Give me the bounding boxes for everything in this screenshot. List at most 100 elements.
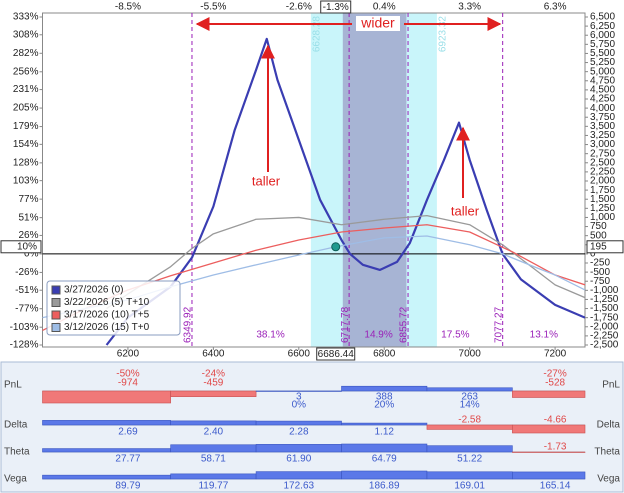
- greek-value: 58.71: [201, 454, 226, 465]
- row-label: PnL: [4, 380, 22, 391]
- greek-bar: [341, 422, 428, 426]
- greek-value: 61.90: [286, 454, 311, 465]
- greek-value: 89.79: [115, 481, 140, 492]
- y2-tick-label: 103%: [13, 175, 39, 186]
- x-tick-label: 6200: [117, 349, 140, 360]
- y-tick-label: 5,500: [590, 48, 615, 59]
- greek-value: -528: [545, 378, 565, 389]
- y-tick-label: 2,250: [590, 167, 615, 178]
- legend-swatch: [51, 298, 61, 307]
- legend-label: 3/22/2026 (5) T+10: [64, 297, 150, 308]
- y-tick-label: 4,750: [590, 75, 615, 86]
- y-tick-label: -2,000: [590, 321, 619, 332]
- y-tick-label: -2,500: [590, 340, 619, 351]
- greek-value: 27.77: [115, 454, 140, 465]
- greek-bar: [170, 473, 257, 480]
- y-tick-label: 2,500: [590, 157, 615, 168]
- cursor-box: [0, 240, 42, 254]
- row-label: PnL: [602, 380, 620, 391]
- y2-tick-label: 205%: [13, 103, 39, 114]
- bands: 6628.28 6923.32: [310, 13, 449, 347]
- y-tick-label: -1,000: [590, 285, 619, 296]
- greek-value: 51.22: [457, 454, 482, 465]
- x-tick-label: 6400: [202, 349, 225, 360]
- legend-swatch: [51, 310, 61, 320]
- cursor-box: [586, 240, 624, 254]
- greek-bar: [255, 471, 342, 480]
- marker-label: 6717.78: [340, 306, 351, 343]
- legend-swatch: [51, 323, 61, 332]
- y-tick-label: 500: [590, 230, 607, 241]
- y-tick-label: -500: [590, 267, 610, 278]
- y-tick-label: -2,250: [590, 331, 619, 342]
- row-label: Theta: [594, 447, 620, 458]
- y2-tick-label: -51%: [15, 285, 38, 296]
- y2-tick-label: -128%: [10, 340, 39, 351]
- greek-value: -459: [203, 378, 223, 389]
- greek-value: 2.69: [118, 427, 138, 438]
- y2-tick-label: 179%: [13, 121, 39, 132]
- y-tick-label: -1,750: [590, 312, 619, 323]
- greek-bar: [426, 445, 513, 453]
- legend-box: [46, 280, 181, 336]
- cursor-y2-label: 10%: [17, 241, 37, 252]
- y2-tick-label: 231%: [13, 84, 39, 95]
- y-tick-label: 5,750: [590, 39, 615, 50]
- greek-bar: [512, 390, 586, 398]
- row-label: Delta: [597, 420, 621, 431]
- y2-tick-label: 26%: [18, 230, 38, 241]
- range-label: 38.1%: [256, 330, 284, 341]
- greek-percent: 20%: [374, 400, 394, 411]
- greek-value: 165.14: [540, 481, 571, 492]
- annotation: taller: [451, 203, 480, 218]
- greek-bar: [42, 448, 171, 453]
- annotation: wider: [360, 15, 395, 31]
- y-tick-label: 1,000: [590, 212, 615, 223]
- cursor-x-label: 6686.44: [318, 349, 355, 360]
- legend: 3/27/2026 (0)3/22/2026 (5) T+10 3/17/2026…: [46, 280, 181, 336]
- marker-label: 6349.92: [183, 306, 194, 343]
- greek-value: 3: [296, 392, 302, 403]
- greek-bar: [341, 443, 428, 453]
- y2-tick-label: 282%: [13, 48, 39, 59]
- axes: 6,5006,2506,0005,7505,5005,2505,0004,750…: [10, 2, 619, 360]
- y2-tick-label: 77%: [18, 194, 38, 205]
- x-tick-label: 7000: [459, 349, 482, 360]
- y-tick-label: 0: [590, 249, 596, 260]
- row-label: Vega: [597, 474, 620, 485]
- greek-bar: [426, 471, 513, 480]
- x-tick-label: 7200: [544, 349, 567, 360]
- plot-frame: [42, 12, 586, 348]
- greek-value: 172.63: [284, 481, 315, 492]
- greek-bar: [426, 424, 513, 430]
- y2-tick-label: 128%: [13, 157, 39, 168]
- band-label: 6923.32: [438, 16, 449, 53]
- greek-bar: [170, 420, 257, 426]
- greek-bar: [170, 390, 257, 397]
- y-tick-label: 6,000: [590, 30, 615, 41]
- greek-bar: [512, 451, 586, 453]
- range-label: 14.9%: [364, 330, 392, 341]
- y-tick-label: 1,750: [590, 185, 615, 196]
- greek-value: 186.89: [369, 481, 400, 492]
- range-label: 13.1%: [530, 330, 558, 341]
- x-tick-label: 6600: [288, 349, 311, 360]
- greek-percent: 0%: [292, 400, 307, 411]
- y-tick-label: 1,250: [590, 203, 615, 214]
- row-label: Vega: [4, 474, 27, 485]
- top-tick-label: 6.3%: [544, 2, 567, 13]
- y2-tick-label: 154%: [13, 139, 39, 150]
- y-tick-label: 2,000: [590, 176, 615, 187]
- cursor-box: [316, 347, 356, 361]
- band: [342, 13, 407, 347]
- greek-bar: [42, 420, 171, 426]
- greek-value: 2.40: [204, 427, 224, 438]
- legend-label: 3/27/2026 (0): [64, 285, 124, 296]
- greek-bar: [255, 444, 342, 453]
- greek-percent: 14%: [460, 400, 480, 411]
- y2-tick-label: 0%: [24, 249, 39, 260]
- cursor-y-label: 195: [590, 241, 607, 252]
- greek-bar: [426, 387, 513, 392]
